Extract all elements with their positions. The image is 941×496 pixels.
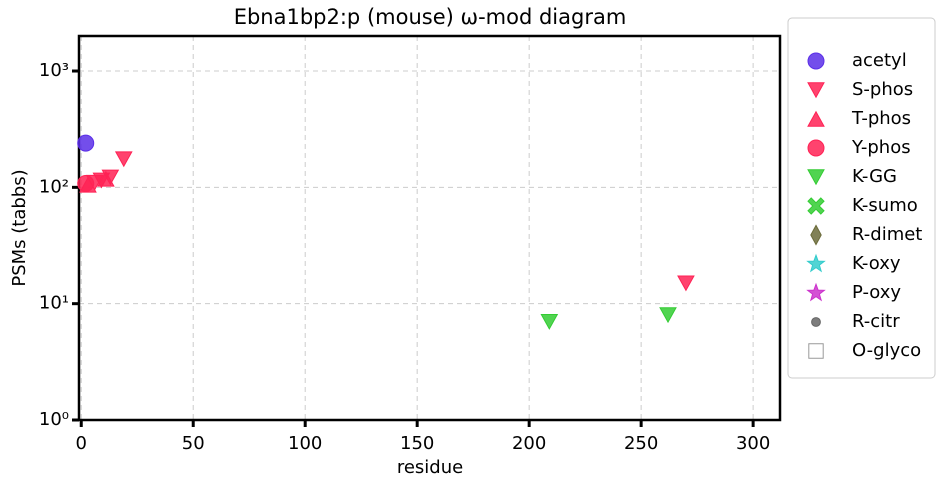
legend-label: P-oxy [852, 282, 901, 303]
x-tick-label: 200 [512, 433, 546, 454]
y-axis-label: PSMs (tabbs) [9, 169, 30, 286]
marker [114, 151, 133, 168]
marker [807, 82, 825, 99]
legend-label: acetyl [852, 50, 907, 71]
marker [806, 282, 826, 302]
x-tick-label: 50 [182, 433, 205, 454]
x-tick-label: 250 [624, 433, 658, 454]
marker [807, 110, 825, 127]
marker [97, 170, 115, 187]
y-tick-label: 10¹ [39, 293, 69, 314]
marker [540, 313, 559, 330]
marker [677, 275, 695, 292]
legend-label: K-oxy [852, 253, 901, 274]
y-tick-label: 10² [39, 176, 69, 197]
marker [807, 197, 825, 215]
marker [807, 139, 825, 157]
legend-label: R-citr [852, 311, 900, 332]
marker [806, 253, 826, 273]
legend-label: S-phos [852, 79, 913, 100]
plot-frame [77, 34, 782, 422]
marker [807, 52, 825, 70]
x-tick-label: 100 [288, 433, 322, 454]
chart-title: Ebna1bp2:p (mouse) ω-mod diagram [234, 5, 627, 29]
legend-label: K-sumo [852, 195, 918, 216]
marker [659, 307, 677, 324]
legend-box [787, 17, 936, 379]
x-tick-label: 0 [76, 433, 87, 454]
marker [810, 224, 822, 246]
marker [77, 134, 95, 152]
x-tick-label: 150 [400, 433, 434, 454]
marker [807, 169, 825, 186]
legend-label: O-glyco [852, 340, 921, 361]
y-tick-label: 10⁰ [39, 409, 69, 430]
y-tick-label: 10³ [39, 60, 69, 81]
legend-label: Y-phos [851, 137, 911, 158]
x-axis-label: residue [397, 457, 463, 478]
marker [808, 343, 824, 359]
x-tick-label: 300 [736, 433, 770, 454]
legend-label: R-dimet [852, 224, 922, 245]
marker [811, 317, 821, 327]
legend-label: T-phos [851, 108, 911, 129]
legend-label: K-GG [852, 166, 897, 187]
marker [77, 174, 95, 192]
